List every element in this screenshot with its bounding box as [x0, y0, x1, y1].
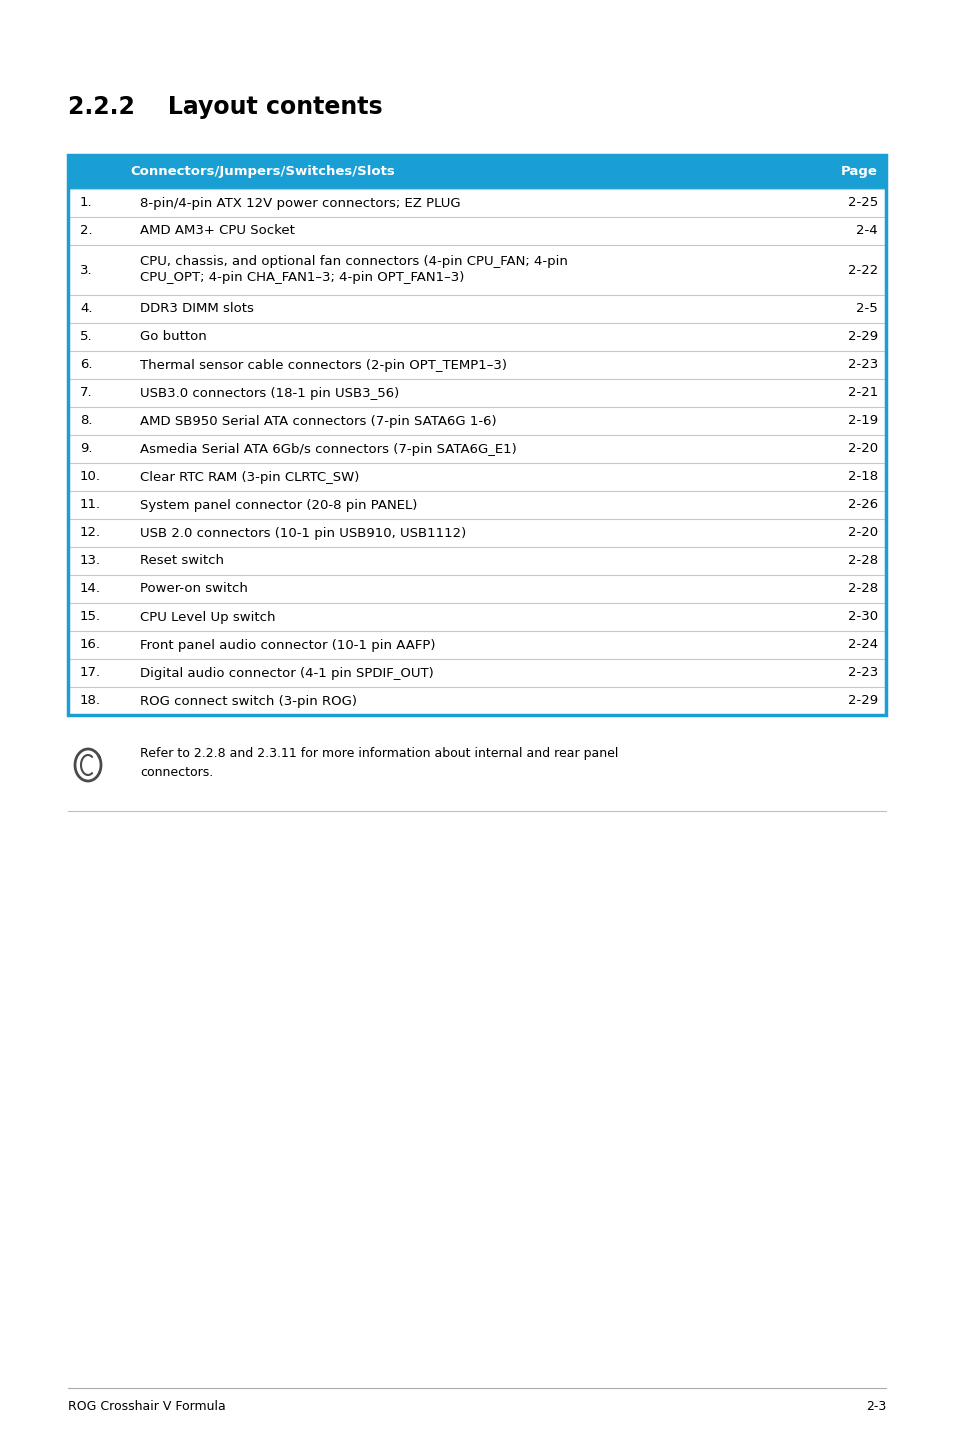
Bar [68, 659, 885, 687]
Bar [68, 631, 885, 659]
Text: CPU, chassis, and optional fan connectors (4-pin CPU_FAN; 4-pin: CPU, chassis, and optional fan connector… [140, 256, 567, 269]
Text: 1.: 1. [80, 197, 92, 210]
Text: 2-26: 2-26 [847, 499, 877, 512]
Bar [68, 155, 885, 188]
Text: 2-29: 2-29 [847, 695, 877, 707]
Text: 2.2.2    Layout contents: 2.2.2 Layout contents [68, 95, 382, 119]
Bar [68, 351, 885, 380]
Text: 15.: 15. [80, 611, 101, 624]
Text: 12.: 12. [80, 526, 101, 539]
Text: 2-30: 2-30 [847, 611, 877, 624]
Text: ROG connect switch (3-pin ROG): ROG connect switch (3-pin ROG) [140, 695, 356, 707]
Text: 13.: 13. [80, 555, 101, 568]
Text: 17.: 17. [80, 666, 101, 680]
Text: System panel connector (20-8 pin PANEL): System panel connector (20-8 pin PANEL) [140, 499, 417, 512]
Text: 2-29: 2-29 [847, 331, 877, 344]
Text: Asmedia Serial ATA 6Gb/s connectors (7-pin SATA6G_E1): Asmedia Serial ATA 6Gb/s connectors (7-p… [140, 443, 517, 456]
Text: Refer to 2.2.8 and 2.3.11 for more information about internal and rear panel
con: Refer to 2.2.8 and 2.3.11 for more infor… [140, 746, 618, 779]
Bar [68, 380, 885, 407]
Text: Go button: Go button [140, 331, 207, 344]
Text: CPU_OPT; 4-pin CHA_FAN1–3; 4-pin OPT_FAN1–3): CPU_OPT; 4-pin CHA_FAN1–3; 4-pin OPT_FAN… [140, 272, 464, 285]
Bar [68, 490, 885, 519]
Bar [68, 687, 885, 715]
Text: 2-22: 2-22 [847, 263, 877, 276]
Text: 2-23: 2-23 [847, 666, 877, 680]
Text: 8.: 8. [80, 414, 92, 427]
Text: 2-21: 2-21 [847, 387, 877, 400]
Text: CPU Level Up switch: CPU Level Up switch [140, 611, 275, 624]
Text: 11.: 11. [80, 499, 101, 512]
Text: 2-24: 2-24 [847, 638, 877, 651]
Text: Digital audio connector (4-1 pin SPDIF_OUT): Digital audio connector (4-1 pin SPDIF_O… [140, 666, 434, 680]
Text: 2-20: 2-20 [847, 443, 877, 456]
Text: Clear RTC RAM (3-pin CLRTC_SW): Clear RTC RAM (3-pin CLRTC_SW) [140, 470, 359, 483]
Text: 14.: 14. [80, 582, 101, 595]
Bar [68, 519, 885, 546]
Text: AMD AM3+ CPU Socket: AMD AM3+ CPU Socket [140, 224, 294, 237]
Text: AMD SB950 Serial ATA connectors (7-pin SATA6G 1-6): AMD SB950 Serial ATA connectors (7-pin S… [140, 414, 497, 427]
Text: 2-20: 2-20 [847, 526, 877, 539]
Text: 2-25: 2-25 [847, 197, 877, 210]
Bar [68, 407, 885, 436]
Text: Thermal sensor cable connectors (2-pin OPT_TEMP1–3): Thermal sensor cable connectors (2-pin O… [140, 358, 506, 371]
Bar [68, 324, 885, 351]
Bar [68, 244, 885, 295]
Bar [68, 436, 885, 463]
Text: 2-28: 2-28 [847, 582, 877, 595]
Text: 9.: 9. [80, 443, 92, 456]
Text: Front panel audio connector (10-1 pin AAFP): Front panel audio connector (10-1 pin AA… [140, 638, 435, 651]
Text: 7.: 7. [80, 387, 92, 400]
Text: Page: Page [841, 165, 877, 178]
Text: USB 2.0 connectors (10-1 pin USB910, USB1112): USB 2.0 connectors (10-1 pin USB910, USB… [140, 526, 466, 539]
Text: Reset switch: Reset switch [140, 555, 224, 568]
Bar [68, 603, 885, 631]
Text: Connectors/Jumpers/Switches/Slots: Connectors/Jumpers/Switches/Slots [130, 165, 395, 178]
Text: 10.: 10. [80, 470, 101, 483]
Text: 8-pin/4-pin ATX 12V power connectors; EZ PLUG: 8-pin/4-pin ATX 12V power connectors; EZ… [140, 197, 460, 210]
Text: 2-5: 2-5 [856, 302, 877, 315]
Text: 2-28: 2-28 [847, 555, 877, 568]
Text: 3.: 3. [80, 263, 92, 276]
Text: 5.: 5. [80, 331, 92, 344]
Text: 16.: 16. [80, 638, 101, 651]
Text: 2-23: 2-23 [847, 358, 877, 371]
Text: USB3.0 connectors (18-1 pin USB3_56): USB3.0 connectors (18-1 pin USB3_56) [140, 387, 399, 400]
Bar [68, 217, 885, 244]
Text: 4.: 4. [80, 302, 92, 315]
Text: Power-on switch: Power-on switch [140, 582, 248, 595]
Text: 2-4: 2-4 [856, 224, 877, 237]
Bar [68, 575, 885, 603]
Bar [68, 295, 885, 324]
Text: 2.: 2. [80, 224, 92, 237]
Bar [68, 188, 885, 217]
Text: 18.: 18. [80, 695, 101, 707]
Text: 2-18: 2-18 [847, 470, 877, 483]
Text: DDR3 DIMM slots: DDR3 DIMM slots [140, 302, 253, 315]
Text: 6.: 6. [80, 358, 92, 371]
Bar [68, 546, 885, 575]
Text: 2-3: 2-3 [864, 1401, 885, 1414]
Bar [68, 155, 885, 715]
Text: ROG Crosshair V Formula: ROG Crosshair V Formula [68, 1401, 226, 1414]
Bar [68, 463, 885, 490]
Text: 2-19: 2-19 [847, 414, 877, 427]
